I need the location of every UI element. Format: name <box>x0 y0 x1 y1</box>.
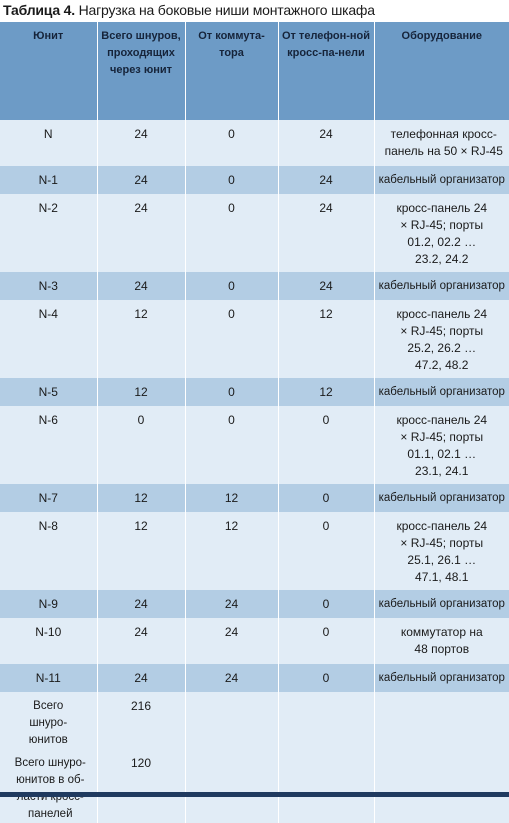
table-caption-label: Таблица 4. <box>3 2 75 18</box>
cable-load-table: Юнит Всего шнуров, проходящих через юнит… <box>0 22 509 823</box>
table-row: N-1 24 0 24 кабельный организатор <box>0 166 509 194</box>
cell-from-switch: 24 <box>185 618 279 664</box>
summary-empty-cell <box>278 749 375 823</box>
cell-total: 12 <box>97 378 186 406</box>
summary-empty-cell <box>185 692 279 749</box>
cell-equipment: кабельный организатор <box>374 272 509 300</box>
cell-unit: N-8 <box>0 512 98 590</box>
cell-total: 12 <box>97 484 186 512</box>
summary-value: 216 <box>97 692 186 749</box>
table-row: N-5 12 0 12 кабельный организатор <box>0 378 509 406</box>
cell-total: 24 <box>97 272 186 300</box>
cell-unit: N-6 <box>0 406 98 484</box>
cell-total: 24 <box>97 194 186 272</box>
table-row: N-6 0 0 0 кросс-панель 24 × RJ-45; порты… <box>0 406 509 484</box>
header-from-switch: От коммута-тора <box>185 22 279 120</box>
summary-empty-cell <box>374 692 509 749</box>
summary-value: 120 <box>97 749 186 823</box>
cell-from-switch: 24 <box>185 590 279 618</box>
summary-empty-cell <box>185 749 279 823</box>
cell-total: 24 <box>97 590 186 618</box>
cell-equipment: кабельный организатор <box>374 590 509 618</box>
summary-row: Всего шнуро-юнитов в об-ласти кросс-пане… <box>0 749 509 823</box>
cell-from-phone: 0 <box>278 406 375 484</box>
table-row: N-4 12 0 12 кросс-панель 24 × RJ-45; пор… <box>0 300 509 378</box>
cell-equipment: кросс-панель 24 × RJ-45; порты 25.1, 26.… <box>374 512 509 590</box>
cell-total: 12 <box>97 512 186 590</box>
header-total-cords: Всего шнуров, проходящих через юнит <box>97 22 186 120</box>
cell-equipment: телефонная кросс-панель на 50 × RJ-45 <box>374 120 509 166</box>
table-row: N-2 24 0 24 кросс-панель 24 × RJ-45; пор… <box>0 194 509 272</box>
cell-from-switch: 24 <box>185 664 279 692</box>
cell-from-phone: 0 <box>278 512 375 590</box>
cell-from-phone: 0 <box>278 618 375 664</box>
table-caption: Таблица 4. Нагрузка на боковые ниши монт… <box>0 0 509 22</box>
cell-from-phone: 12 <box>278 300 375 378</box>
table-row: N-11 24 24 0 кабельный организатор <box>0 664 509 692</box>
cell-equipment: коммутатор на 48 портов <box>374 618 509 664</box>
cell-from-switch: 0 <box>185 300 279 378</box>
cell-from-switch: 12 <box>185 484 279 512</box>
cell-equipment: кабельный организатор <box>374 378 509 406</box>
cell-from-phone: 24 <box>278 194 375 272</box>
cell-unit: N <box>0 120 98 166</box>
cell-total: 24 <box>97 166 186 194</box>
header-equipment: Оборудование <box>374 22 509 120</box>
cell-from-phone: 0 <box>278 484 375 512</box>
cell-equipment: кабельный организатор <box>374 664 509 692</box>
cell-unit: N-9 <box>0 590 98 618</box>
cell-unit: N-5 <box>0 378 98 406</box>
cell-unit: N-2 <box>0 194 98 272</box>
cell-from-switch: 0 <box>185 272 279 300</box>
cell-equipment: кабельный организатор <box>374 166 509 194</box>
summary-label: Всего шнуро-юнитов в об-ласти кросс-пане… <box>0 749 98 823</box>
cell-total: 24 <box>97 120 186 166</box>
cell-from-phone: 24 <box>278 272 375 300</box>
cell-unit: N-4 <box>0 300 98 378</box>
bottom-rule <box>0 792 509 797</box>
table-caption-text: Нагрузка на боковые ниши монтажного шкаф… <box>78 2 375 18</box>
header-unit: Юнит <box>0 22 98 120</box>
header-from-phone-panel: От телефон-ной кросс-па-нели <box>278 22 375 120</box>
table-row: N-3 24 0 24 кабельный организатор <box>0 272 509 300</box>
summary-empty-cell <box>374 749 509 823</box>
cell-from-switch: 0 <box>185 406 279 484</box>
cell-from-phone: 24 <box>278 166 375 194</box>
table-row: N-8 12 12 0 кросс-панель 24 × RJ-45; пор… <box>0 512 509 590</box>
cell-total: 12 <box>97 300 186 378</box>
cell-total: 24 <box>97 618 186 664</box>
cell-from-switch: 0 <box>185 378 279 406</box>
cell-from-phone: 0 <box>278 590 375 618</box>
cell-equipment: кросс-панель 24 × RJ-45; порты 01.1, 02.… <box>374 406 509 484</box>
summary-row: Всего шнуро-юнитов 216 <box>0 692 509 749</box>
cell-from-switch: 0 <box>185 166 279 194</box>
cell-unit: N-7 <box>0 484 98 512</box>
cell-equipment: кросс-панель 24 × RJ-45; порты 01.2, 02.… <box>374 194 509 272</box>
cell-unit: N-1 <box>0 166 98 194</box>
cell-from-switch: 0 <box>185 120 279 166</box>
table-row: N-7 12 12 0 кабельный организатор <box>0 484 509 512</box>
cell-from-switch: 0 <box>185 194 279 272</box>
cell-from-switch: 12 <box>185 512 279 590</box>
cell-total: 24 <box>97 664 186 692</box>
summary-empty-cell <box>278 692 375 749</box>
summary-label: Всего шнуро-юнитов <box>0 692 98 749</box>
cell-unit: N-3 <box>0 272 98 300</box>
cell-total: 0 <box>97 406 186 484</box>
cell-unit: N-11 <box>0 664 98 692</box>
cell-equipment: кабельный организатор <box>374 484 509 512</box>
cell-unit: N-10 <box>0 618 98 664</box>
cell-equipment: кросс-панель 24 × RJ-45; порты 25.2, 26.… <box>374 300 509 378</box>
table-row: N-9 24 24 0 кабельный организатор <box>0 590 509 618</box>
header-row: Юнит Всего шнуров, проходящих через юнит… <box>0 22 509 120</box>
table-row: N-10 24 24 0 коммутатор на 48 портов <box>0 618 509 664</box>
cell-from-phone: 24 <box>278 120 375 166</box>
cell-from-phone: 0 <box>278 664 375 692</box>
cell-from-phone: 12 <box>278 378 375 406</box>
table-row: N 24 0 24 телефонная кросс-панель на 50 … <box>0 120 509 166</box>
